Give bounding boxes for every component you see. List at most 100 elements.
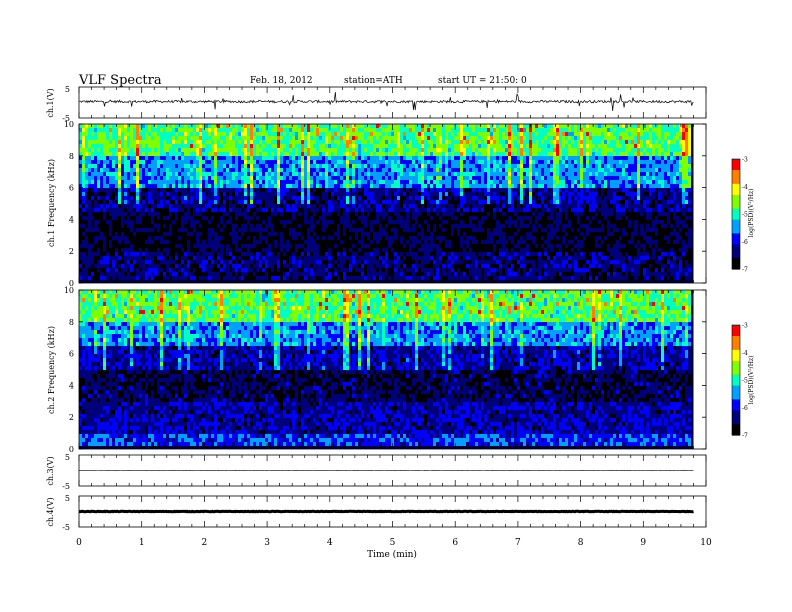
- spectrogram-cell: [397, 192, 400, 196]
- spectrogram-cell: [400, 220, 403, 224]
- spectrogram-cell: [211, 160, 214, 164]
- spectrogram-cell: [208, 260, 211, 264]
- spectrogram-cell: [283, 216, 286, 220]
- spectrogram-cell: [325, 192, 328, 196]
- spectrogram-cell: [397, 128, 400, 132]
- spectrogram-cell: [94, 256, 97, 260]
- spectrogram-cell: [352, 164, 355, 168]
- spectrogram-cell: [166, 188, 169, 192]
- spectrogram-cell: [181, 136, 184, 140]
- spectrogram-cell: [292, 256, 295, 260]
- spectrogram-cell: [451, 136, 454, 140]
- spectrogram-cell: [328, 244, 331, 248]
- spectrogram-cell: [349, 232, 352, 236]
- spectrogram-cell: [160, 168, 163, 172]
- spectrogram-cell: [346, 224, 349, 228]
- spectrogram-cell: [319, 156, 322, 160]
- spectrogram-cell: [148, 148, 151, 152]
- spectrogram-cell: [424, 272, 427, 276]
- spectrogram-cell: [316, 140, 319, 144]
- spectrogram-cell: [199, 180, 202, 184]
- spectrogram-cell: [148, 268, 151, 272]
- spectrogram-cell: [166, 224, 169, 228]
- spectrogram-cell: [157, 188, 160, 192]
- spectrogram-cell: [274, 176, 277, 180]
- spectrogram-cell: [181, 128, 184, 132]
- spectrogram-cell: [403, 272, 406, 276]
- spectrogram-cell: [442, 260, 445, 264]
- spectrogram-cell: [361, 252, 364, 256]
- spectrogram-cell: [118, 248, 121, 252]
- spectrogram-cell: [256, 196, 259, 200]
- spectrogram-cell: [106, 228, 109, 232]
- spectrogram-cell: [184, 220, 187, 224]
- spectrogram-cell: [91, 252, 94, 256]
- spectrogram-cell: [448, 124, 451, 128]
- spectrogram-cell: [187, 172, 190, 176]
- spectrogram-cell: [448, 204, 451, 208]
- spectrogram-cell: [115, 144, 118, 148]
- spectrogram-cell: [349, 140, 352, 144]
- spectrogram-cell: [451, 160, 454, 164]
- spectrogram-cell: [415, 204, 418, 208]
- spectrogram-cell: [415, 168, 418, 172]
- spectrogram-cell: [361, 160, 364, 164]
- spectrogram-cell: [289, 192, 292, 196]
- spectrogram-cell: [391, 248, 394, 252]
- spectrogram-cell: [238, 156, 241, 160]
- spectrogram-cell: [115, 276, 118, 280]
- spectrogram-cell: [292, 168, 295, 172]
- spectrogram-cell: [142, 156, 145, 160]
- spectrogram-cell: [286, 272, 289, 276]
- spectrogram-cell: [139, 212, 142, 216]
- spectrogram-cell: [310, 172, 313, 176]
- spectrogram-cell: [211, 200, 214, 204]
- spectrogram-cell: [94, 196, 97, 200]
- spectrogram-cell: [457, 220, 460, 224]
- spectrogram-cell: [337, 260, 340, 264]
- spectrogram-cell: [88, 176, 91, 180]
- spectrogram-cell: [445, 224, 448, 228]
- spectrogram-cell: [445, 148, 448, 152]
- spectrogram-cell: [349, 272, 352, 276]
- spectrogram-cell: [367, 272, 370, 276]
- spectrogram-cell: [412, 272, 415, 276]
- spectrogram-cell: [220, 124, 223, 128]
- spectrogram-cell: [334, 240, 337, 244]
- spectrogram-cell: [214, 184, 217, 188]
- spectrogram-cell: [262, 156, 265, 160]
- spectrogram-cell: [277, 256, 280, 260]
- spectrogram-cell: [322, 144, 325, 148]
- spectrogram-cell: [94, 168, 97, 172]
- spectrogram-cell: [202, 132, 205, 136]
- spectrogram-cell: [325, 132, 328, 136]
- spectrogram-cell: [262, 132, 265, 136]
- spectrogram-cell: [247, 152, 250, 156]
- spectrogram-cell: [253, 164, 256, 168]
- spectrogram-cell: [373, 240, 376, 244]
- spectrogram-cell: [316, 244, 319, 248]
- spectrogram-cell: [115, 264, 118, 268]
- spectrogram-cell: [403, 164, 406, 168]
- spectrogram-cell: [427, 160, 430, 164]
- spectrogram-cell: [100, 236, 103, 240]
- spectrogram-cell: [244, 196, 247, 200]
- spectrogram-cell: [397, 168, 400, 172]
- spectrogram-cell: [103, 212, 106, 216]
- spectrogram-cell: [220, 144, 223, 148]
- spectrogram-cell: [367, 204, 370, 208]
- spectrogram-cell: [370, 248, 373, 252]
- spectrogram-cell: [199, 236, 202, 240]
- spectrogram-cell: [235, 232, 238, 236]
- spectrogram-cell: [178, 204, 181, 208]
- spectrogram-cell: [385, 264, 388, 268]
- spectrogram-cell: [112, 240, 115, 244]
- spectrogram-cell: [106, 248, 109, 252]
- spectrogram-cell: [148, 196, 151, 200]
- spectrogram-cell: [103, 144, 106, 148]
- spectrogram-cell: [250, 160, 253, 164]
- spectrogram-cell: [325, 160, 328, 164]
- spectrogram-cell: [124, 192, 127, 196]
- spectrogram-cell: [271, 196, 274, 200]
- spectrogram-cell: [268, 180, 271, 184]
